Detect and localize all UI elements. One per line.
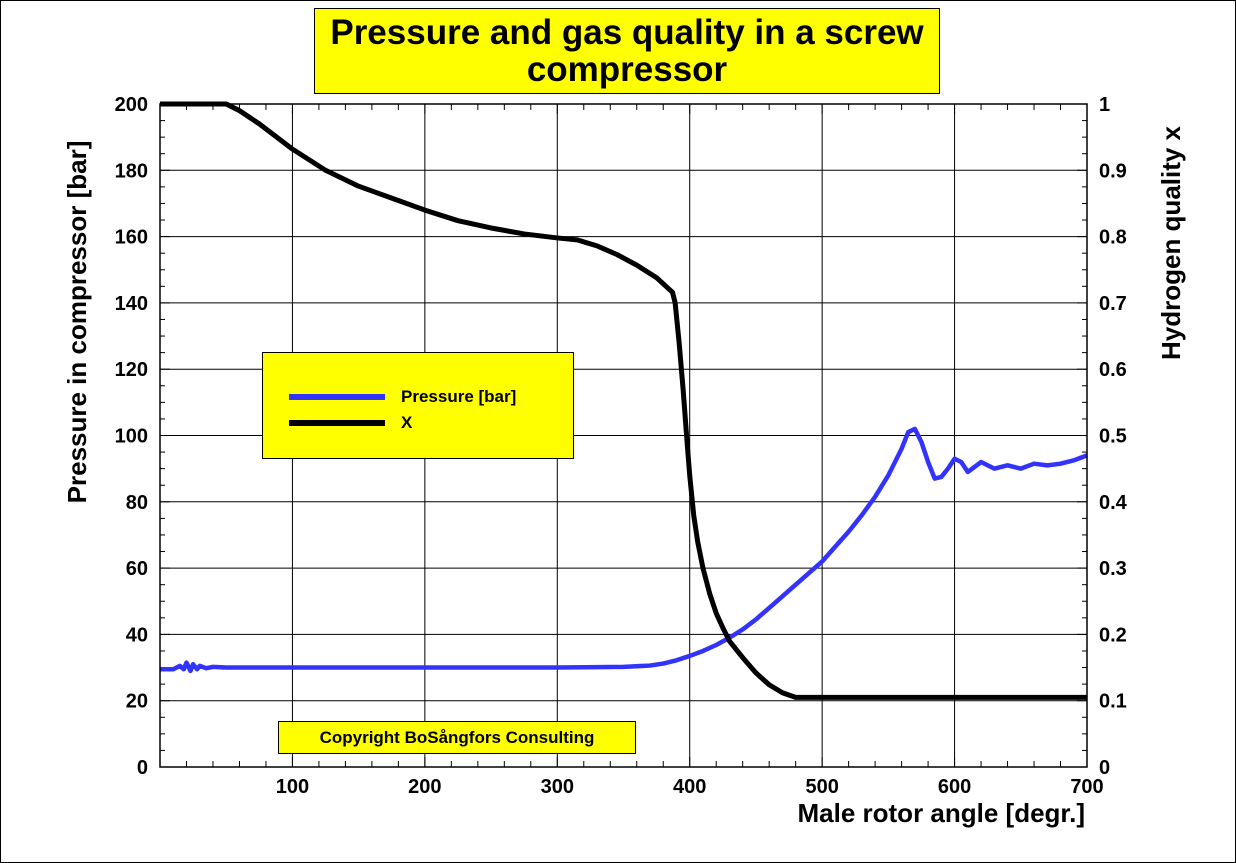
y-right-tick-label: 0.8 (1099, 227, 1127, 249)
y-right-tick-label: 0.4 (1099, 492, 1128, 514)
legend-x-swatch (289, 420, 385, 426)
legend-x-label: X (401, 413, 413, 432)
series-pressure-line (160, 426, 1088, 674)
copyright-box: Copyright BoSångfors Consulting (278, 721, 636, 754)
chart-title-box: Pressure and gas quality in a screw comp… (314, 8, 940, 94)
minor-ticks (159, 103, 1088, 768)
y-left-tick-label: 180 (115, 160, 148, 182)
plot-area (159, 103, 1088, 768)
y-left-tick-label: 160 (115, 227, 148, 249)
series-x-line (160, 101, 1087, 700)
legend-pressure-label: Pressure [bar] (401, 387, 517, 406)
x-tick-label: 200 (408, 776, 441, 798)
y-right-tick-label: 1 (1099, 94, 1110, 116)
y-right-tick-label: 0.1 (1099, 691, 1127, 713)
x-tick-labels: 100 200 300 400 500 600 700 (276, 776, 1104, 798)
y-right-tick-labels: 0 0.1 0.2 0.3 0.4 0.5 0.6 0.7 0.8 0.9 1 (1099, 94, 1128, 779)
y-left-tick-label: 60 (126, 558, 148, 580)
x-tick-label: 600 (938, 776, 971, 798)
y-right-tick-label: 0.3 (1099, 558, 1127, 580)
x-tick-label: 700 (1070, 776, 1103, 798)
y-right-tick-label: 0.2 (1099, 624, 1127, 646)
y-right-tick-label: 0.9 (1099, 160, 1127, 182)
x-tick-label: 300 (541, 776, 574, 798)
y-right-tick-label: 0 (1099, 757, 1110, 779)
x-tick-label: 500 (805, 776, 838, 798)
x-tick-label: 400 (673, 776, 706, 798)
y-left-tick-label: 0 (137, 757, 148, 779)
y-right-tick-label: 0.5 (1099, 426, 1127, 448)
x-axis-label: Male rotor angle [degr.] (798, 798, 1086, 828)
y-left-tick-label: 40 (126, 624, 148, 646)
series-layer (160, 101, 1088, 700)
legend: Pressure [bar] X (262, 352, 574, 459)
y-left-tick-label: 20 (126, 691, 148, 713)
y-left-axis-label: Pressure in compressor [bar] (62, 141, 92, 504)
y-left-tick-label: 140 (115, 293, 148, 315)
y-right-tick-label: 0.7 (1099, 293, 1127, 315)
y-right-axis-label: Hydrogen quality x (1156, 125, 1186, 360)
y-right-tick-label: 0.6 (1099, 359, 1127, 381)
legend-pressure-swatch (289, 394, 385, 400)
y-left-tick-labels: 0 20 40 60 80 100 120 140 160 180 200 (115, 94, 148, 779)
chart-title: Pressure and gas quality in a screw comp… (330, 13, 924, 89)
y-left-tick-label: 120 (115, 359, 148, 381)
copyright-text: Copyright BoSångfors Consulting (319, 727, 595, 747)
x-tick-label: 100 (276, 776, 309, 798)
y-left-tick-label: 100 (115, 426, 148, 448)
y-left-tick-label: 80 (126, 492, 148, 514)
y-left-tick-label: 200 (115, 94, 148, 116)
